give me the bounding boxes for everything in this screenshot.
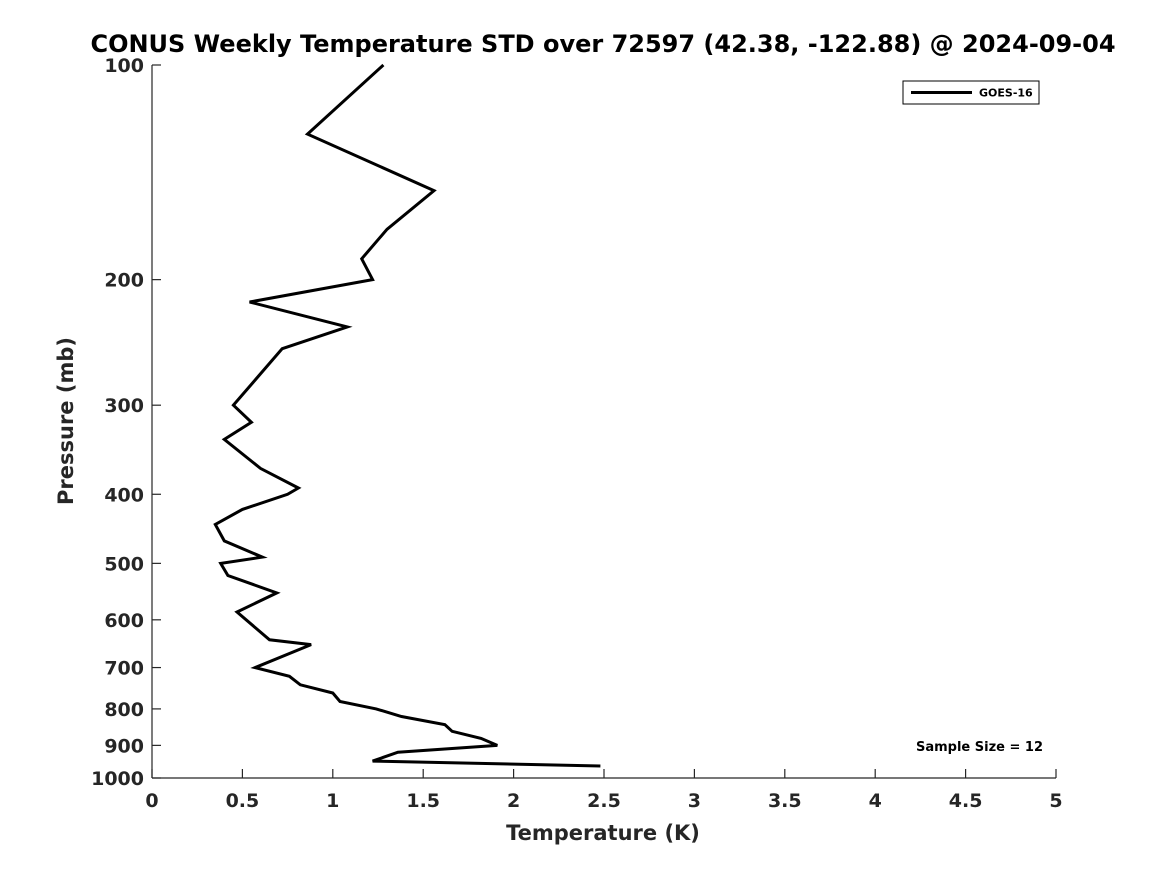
y-tick-label: 700 [104, 658, 144, 680]
y-axis-ticks: 100 200 300 400 500 600 700 800 900 1000 [91, 55, 161, 790]
y-tick-label: 500 [104, 553, 144, 575]
x-tick-label: 5 [1049, 790, 1062, 812]
x-tick-label: 0 [145, 790, 158, 812]
chart-title: CONUS Weekly Temperature STD over 72597 … [90, 30, 1115, 58]
y-tick-label: 800 [104, 699, 144, 721]
x-tick-label: 0.5 [226, 790, 260, 812]
x-tick-label: 2.5 [587, 790, 621, 812]
x-tick-label: 1 [326, 790, 339, 812]
x-tick-label: 2 [507, 790, 520, 812]
y-tick-label: 900 [104, 735, 144, 757]
x-tick-label: 4 [869, 790, 882, 812]
legend-label-goes-16: GOES-16 [979, 87, 1033, 100]
y-tick-label: 200 [104, 270, 144, 292]
x-axis-ticks: 0 0.5 1 1.5 2 2.5 3 3.5 4 4.5 5 [145, 769, 1063, 812]
x-tick-label: 3.5 [768, 790, 802, 812]
y-tick-label: 300 [104, 395, 144, 417]
x-tick-label: 3 [688, 790, 701, 812]
series-line-goes-16 [213, 63, 601, 768]
x-tick-label: 1.5 [406, 790, 440, 812]
y-tick-label: 100 [104, 55, 144, 77]
y-tick-label: 600 [104, 610, 144, 632]
x-tick-label: 4.5 [949, 790, 983, 812]
y-tick-label: 400 [104, 484, 144, 506]
y-tick-label: 1000 [91, 768, 144, 790]
plot-axes [151, 65, 1056, 779]
legend: GOES-16 [902, 80, 1040, 105]
sample-size-annotation: Sample Size = 12 [916, 740, 1043, 755]
y-axis-label: Pressure (mb) [54, 337, 78, 505]
series-layer [213, 63, 601, 768]
x-axis-label: Temperature (K) [506, 821, 700, 845]
